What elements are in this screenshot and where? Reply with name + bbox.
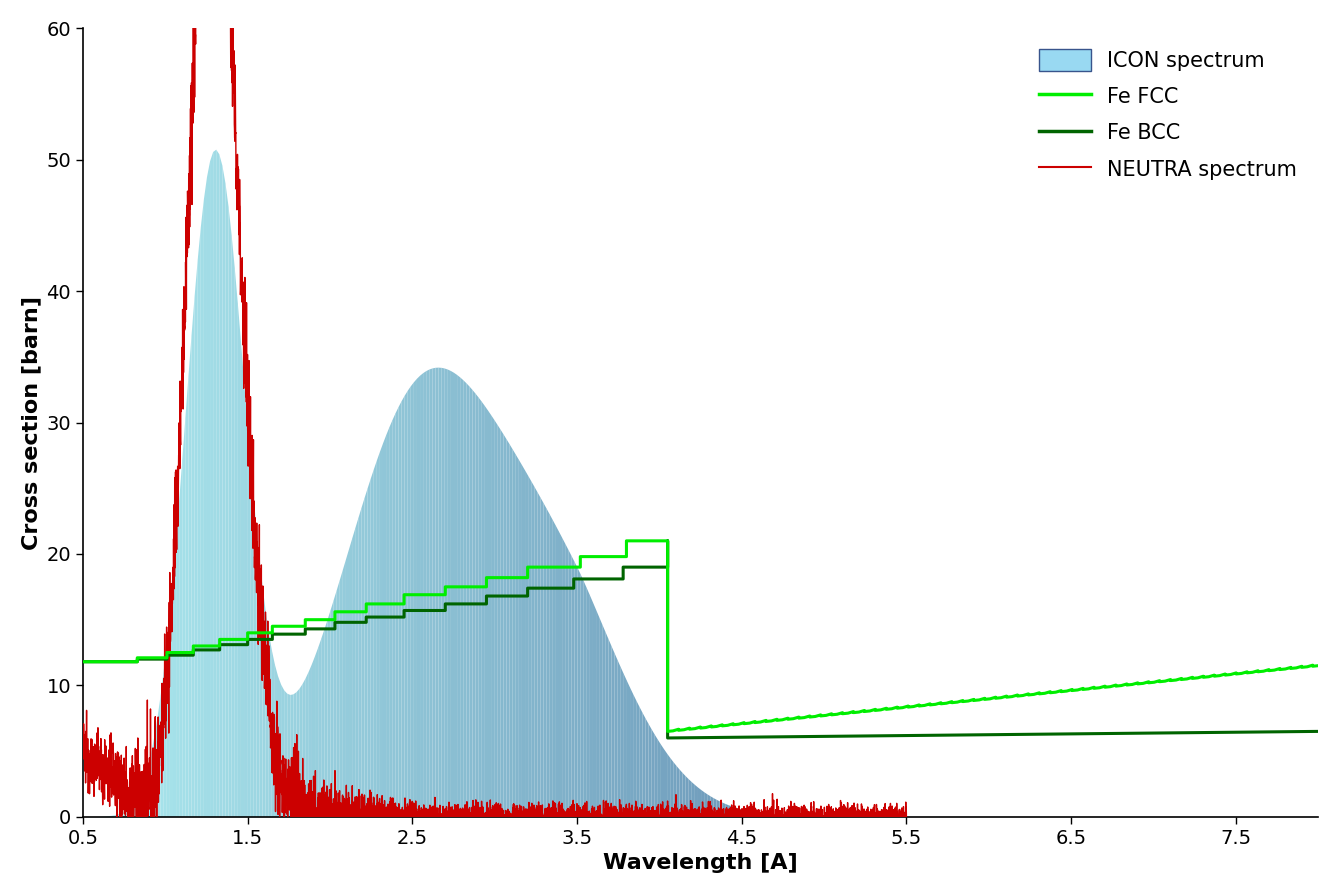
Fe FCC [660,726,676,737]
Legend: ICON spectrum, Fe FCC, Fe BCC, NEUTRA spectrum: ICON spectrum, Fe FCC, Fe BCC, NEUTRA sp… [1028,38,1308,190]
NEUTRA spectrum [611,811,627,822]
Fe BCC [660,732,676,743]
Fe BCC [396,605,412,616]
Fe BCC [478,599,494,610]
NEUTRA spectrum [390,803,406,814]
Fe BCC [130,656,146,667]
Fe BCC [565,583,581,594]
Fe BCC [264,634,280,645]
Fe BCC [327,623,343,634]
Line: NEUTRA spectrum: NEUTRA spectrum [83,0,907,817]
Fe BCC [660,536,676,546]
Fe FCC [1206,670,1223,681]
Fe BCC [240,634,256,645]
Fe FCC [1119,679,1135,689]
Fe BCC [520,591,536,602]
NEUTRA spectrum [898,812,915,822]
Fe BCC [75,656,91,667]
Fe BCC [660,561,676,572]
Fe BCC [185,650,201,661]
Fe BCC [438,599,454,610]
Fe BCC [327,617,343,628]
Fe BCC [359,611,375,622]
NEUTRA spectrum [690,805,706,816]
Fe BCC [240,639,256,650]
Fe BCC [520,583,536,594]
Fe BCC [159,650,175,661]
Fe BCC [1310,726,1326,737]
Fe BCC [185,645,201,655]
Fe FCC [619,536,635,546]
Fe FCC [1310,661,1326,671]
Fe FCC [327,606,343,617]
NEUTRA spectrum [569,808,585,819]
Fe BCC [615,561,631,572]
Fe FCC [1097,681,1113,692]
Fe BCC [396,611,412,622]
Fe BCC [159,654,175,664]
Y-axis label: Cross section [barn]: Cross section [barn] [21,296,40,550]
X-axis label: Wavelength [A]: Wavelength [A] [603,853,798,873]
Fe BCC [478,591,494,602]
Fe BCC [264,628,280,639]
NEUTRA spectrum [108,812,125,822]
Fe BCC [359,617,375,628]
Fe BCC [297,628,313,639]
Line: Fe FCC: Fe FCC [83,541,1318,731]
Line: Fe BCC: Fe BCC [83,541,1318,738]
NEUTRA spectrum [225,15,241,26]
Fe FCC [264,628,280,638]
Fe BCC [212,639,228,650]
Fe BCC [438,605,454,616]
Fe BCC [565,574,581,585]
Fe FCC [923,698,939,709]
Fe FCC [75,656,91,667]
Fe BCC [297,623,313,634]
Fe BCC [212,645,228,655]
NEUTRA spectrum [753,807,769,818]
Fe BCC [615,574,631,585]
Fe BCC [660,536,676,546]
Fe BCC [130,654,146,664]
NEUTRA spectrum [75,748,91,759]
